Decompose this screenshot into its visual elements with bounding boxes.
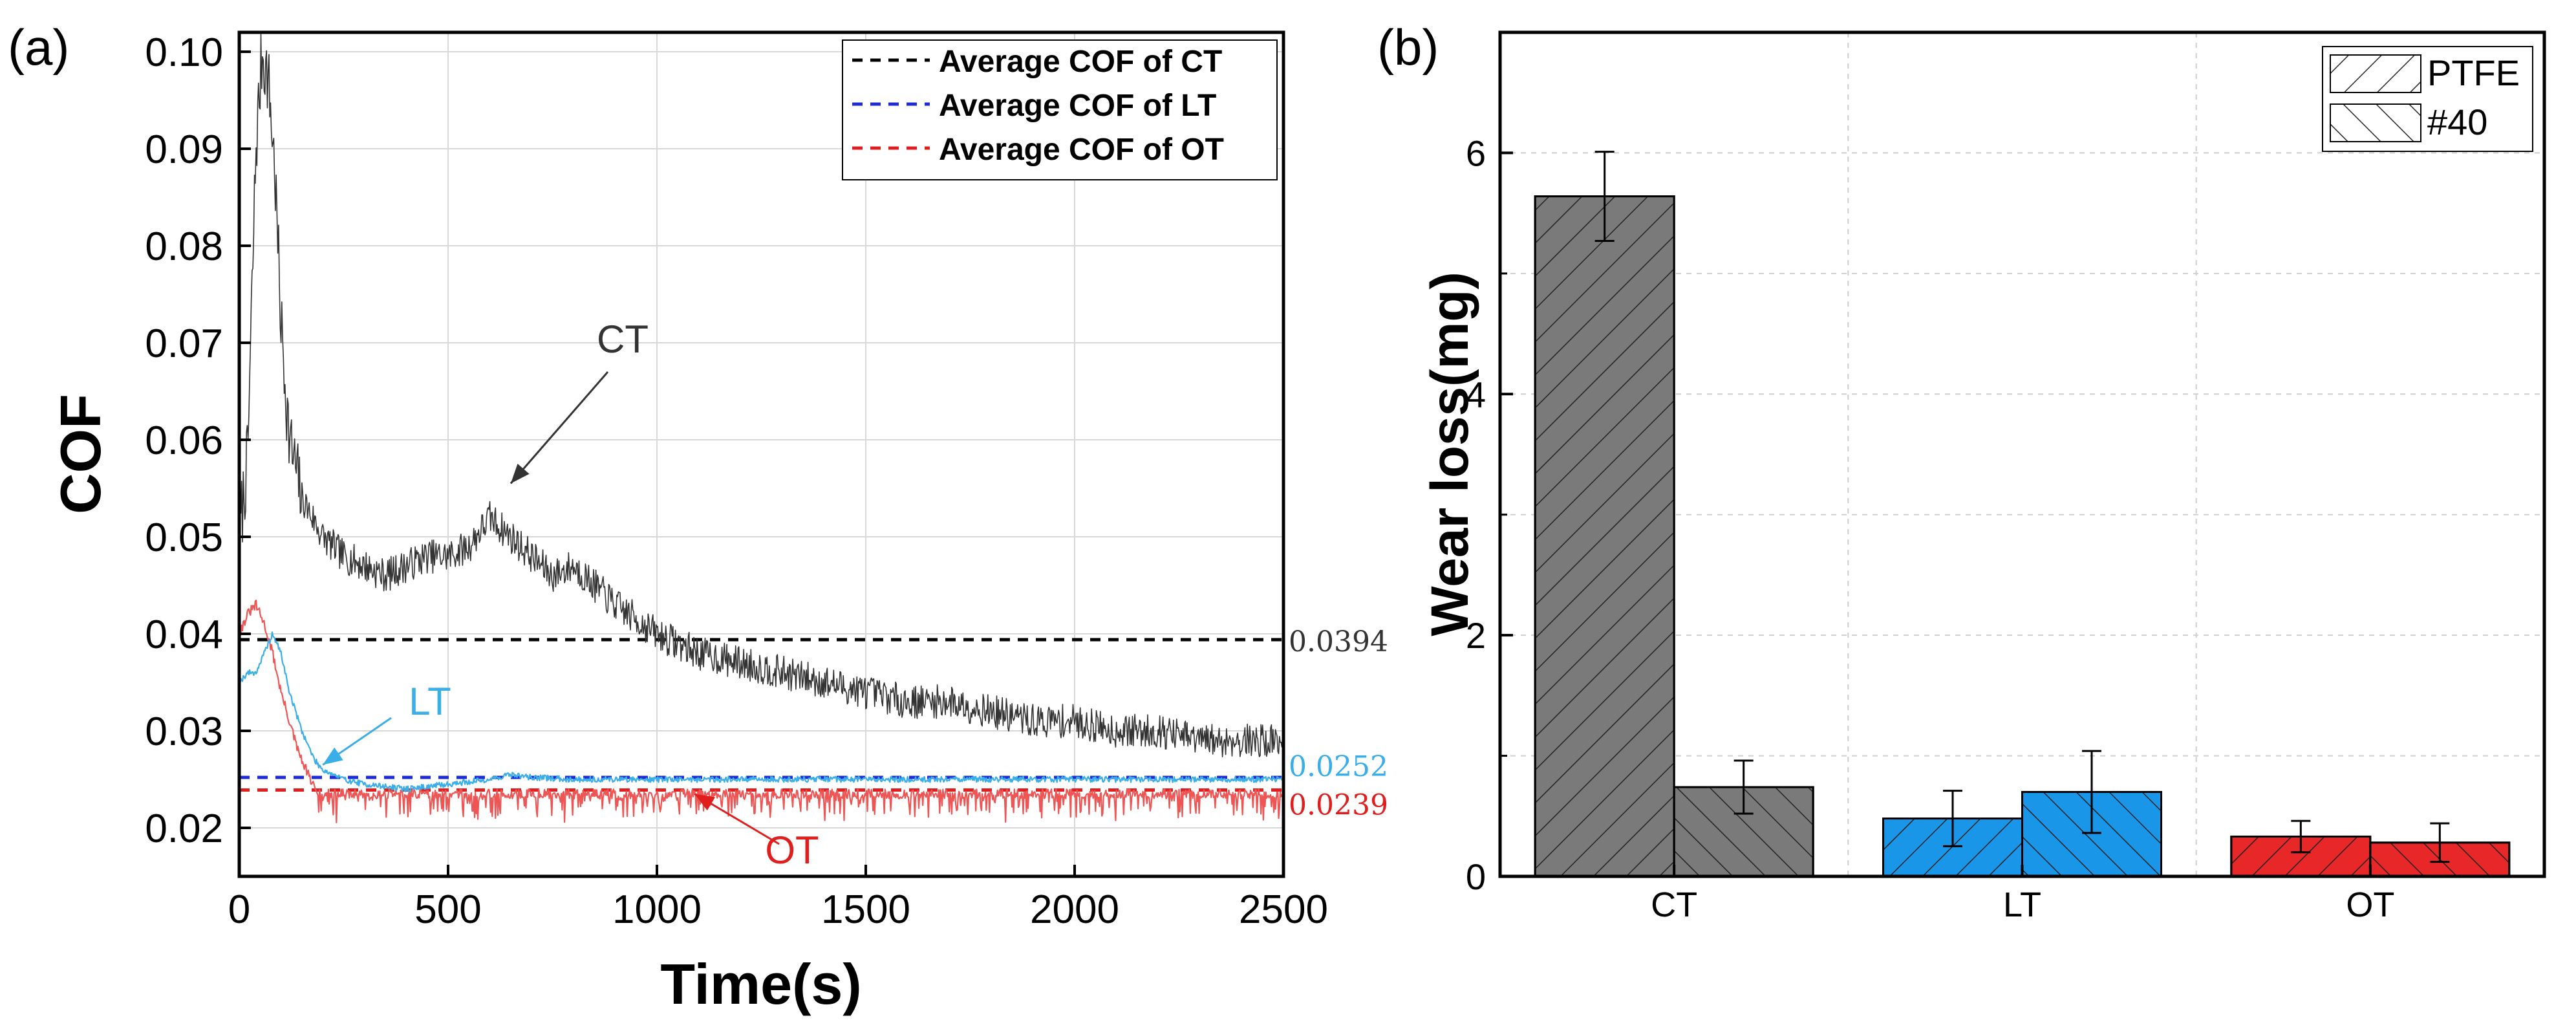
- y-tick-label: 4: [1466, 374, 1486, 415]
- legend-label: Average COF of LT: [939, 89, 1216, 123]
- y-tick-label: 0.04: [145, 612, 223, 657]
- panel-b-legend: PTFE #40: [2322, 46, 2533, 152]
- x-tick-label: 1000: [612, 887, 702, 932]
- series-lt-line: [239, 631, 1283, 793]
- series-ct-line: [239, 34, 1283, 757]
- panel-a-plot-frame: [237, 30, 1285, 878]
- x-tick-label: 2500: [1239, 887, 1328, 932]
- bar-hatch-ct-ptfe: [1534, 195, 1675, 878]
- legend-label: Average COF of CT: [939, 45, 1222, 79]
- panel-a-series: [239, 34, 1283, 823]
- y-tick-label: 2: [1466, 615, 1486, 656]
- panel-a-x-axis: 0 500 1000 1500 2000 2500: [228, 865, 1328, 932]
- x-tick-label: 0: [228, 887, 250, 932]
- panel-b-y-axis: 0 2 4 6: [1466, 133, 1513, 897]
- x-tick-label: 1500: [821, 887, 910, 932]
- x-category-label: OT: [2346, 885, 2394, 924]
- y-tick-label: 0.07: [145, 321, 223, 366]
- y-tick-label: 6: [1466, 133, 1486, 173]
- y-tick-label: 0.05: [145, 515, 223, 560]
- panel-a-average-lines: [239, 638, 1283, 792]
- annotation-label-ot: OT: [765, 829, 819, 872]
- legend-swatch: [2330, 103, 2421, 142]
- x-tick-label: 500: [414, 887, 481, 932]
- annotation-label-lt: LT: [409, 680, 451, 723]
- panel-b-bars: [1534, 195, 2511, 878]
- y-tick-label: 0: [1466, 856, 1486, 897]
- panel-b-error-bars: [1594, 151, 2450, 863]
- y-tick-label: 0.10: [145, 30, 223, 75]
- average-value-label: 0.0239: [1289, 789, 1388, 822]
- legend-label: Average COF of OT: [939, 133, 1224, 167]
- panel-a-x-axis-label: Time(s): [660, 952, 861, 1016]
- panel-b-x-axis: CT LT OT: [1651, 865, 2394, 924]
- panel-a-legend: Average COF of CT Average COF of LT Averag…: [842, 39, 1278, 180]
- legend-label: PTFE: [2427, 52, 2520, 93]
- annotation-arrow-head: [510, 464, 530, 484]
- series-ot-line: [239, 600, 1283, 823]
- panel-a: (a) 0.02 0.03 0.04 0.05 0.06 0.07 0.08 0.09 0.10…: [8, 19, 1388, 1016]
- x-category-label: CT: [1651, 885, 1697, 924]
- annotation-arrow-shaft: [510, 371, 609, 484]
- y-tick-label: 0.09: [145, 127, 223, 172]
- panel-a-y-axis-label: COF: [48, 394, 113, 514]
- panel-a-annotations: CT LT OT: [322, 318, 819, 872]
- panel-a-y-axis: 0.02 0.03 0.04 0.05 0.06 0.07 0.08 0.09 0.10: [145, 30, 251, 851]
- x-tick-label: 2000: [1030, 887, 1119, 932]
- annotation-arrow-head: [694, 794, 716, 811]
- panel-a-average-labels: 0.0394 0.0252 0.0239: [1289, 625, 1388, 822]
- y-tick-label: 0.03: [145, 709, 223, 754]
- y-tick-label: 0.02: [145, 807, 223, 851]
- panel-b-y-axis-label: Wear loss(mg): [1421, 272, 1479, 636]
- annotation-arrow-head: [323, 747, 343, 765]
- average-value-label: 0.0394: [1289, 625, 1388, 658]
- panel-b-label: (b): [1377, 19, 1439, 76]
- panel-b: (b) 0 2 4 6 CT LT OT Wear loss(mg) PTFE #40: [1377, 19, 2546, 924]
- y-tick-label: 0.06: [145, 418, 223, 463]
- panel-b-grid: [1500, 32, 2544, 876]
- panel-a-label: (a): [8, 19, 69, 76]
- y-tick-label: 0.08: [145, 224, 223, 269]
- legend-label: #40: [2427, 102, 2487, 142]
- x-category-label: LT: [2003, 885, 2041, 924]
- annotation-label-ct: CT: [597, 318, 649, 361]
- average-value-label: 0.0252: [1289, 750, 1388, 783]
- legend-swatch: [2330, 54, 2421, 93]
